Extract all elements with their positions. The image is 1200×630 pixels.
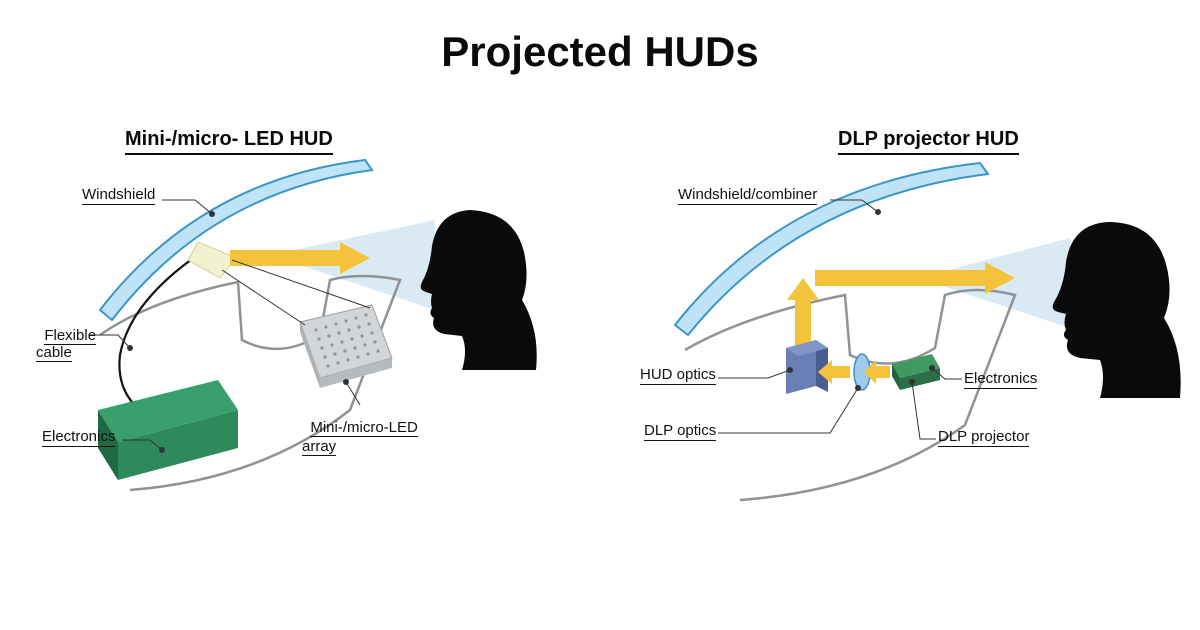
main-title: Projected HUDs [0,28,1200,76]
label-dlp-optics: DLP optics [644,422,716,441]
right-diagram [600,150,1200,630]
up-arrow [787,278,819,350]
left-diagram [0,150,600,630]
hud-optics-box [786,340,828,394]
proj-arrow-r [815,262,1015,294]
led-array [300,305,392,388]
label-hud-optics: HUD optics [640,366,716,385]
electronics-box [98,380,238,480]
label-led-array: Mini-/micro-LEDarray [302,400,418,457]
label-electronics-left: Electronics [42,428,115,447]
dashboard-outline-r [685,290,1015,500]
label-flexible-cable: Flexiblecable [36,310,96,362]
label-dlp-projector: DLP projector [938,428,1029,447]
dlp-projector [892,354,940,390]
head-silhouette [421,210,537,370]
led-glow [188,242,236,278]
windshield [100,160,372,320]
label-windshield-right: Windshield/combiner [678,186,817,205]
head-silhouette-r [1053,222,1181,398]
label-electronics-right: Electronics [964,370,1037,389]
label-windshield-left: Windshield [82,186,155,205]
